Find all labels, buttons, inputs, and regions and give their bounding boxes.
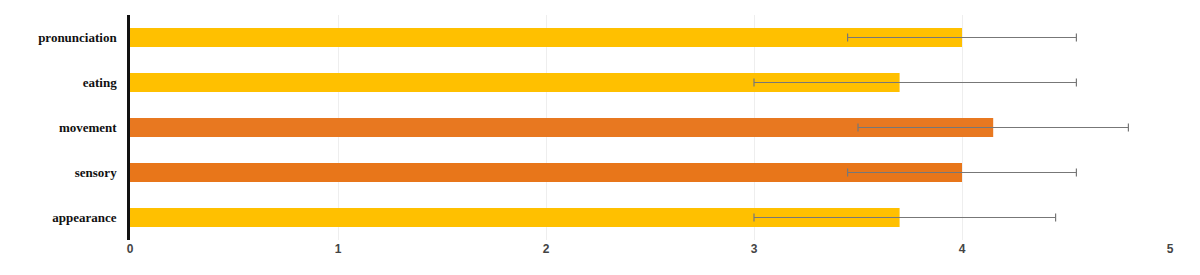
svg-text:5: 5: [1167, 242, 1174, 256]
svg-text:2: 2: [543, 242, 550, 256]
svg-text:1: 1: [335, 242, 342, 256]
svg-text:sensory: sensory: [75, 165, 117, 180]
svg-text:appearance: appearance: [52, 210, 117, 225]
svg-text:4: 4: [959, 242, 966, 256]
svg-text:0: 0: [127, 242, 134, 256]
svg-text:eating: eating: [83, 75, 117, 90]
svg-text:pronunciation: pronunciation: [38, 30, 117, 45]
svg-text:3: 3: [751, 242, 758, 256]
svg-text:movement: movement: [59, 120, 117, 135]
